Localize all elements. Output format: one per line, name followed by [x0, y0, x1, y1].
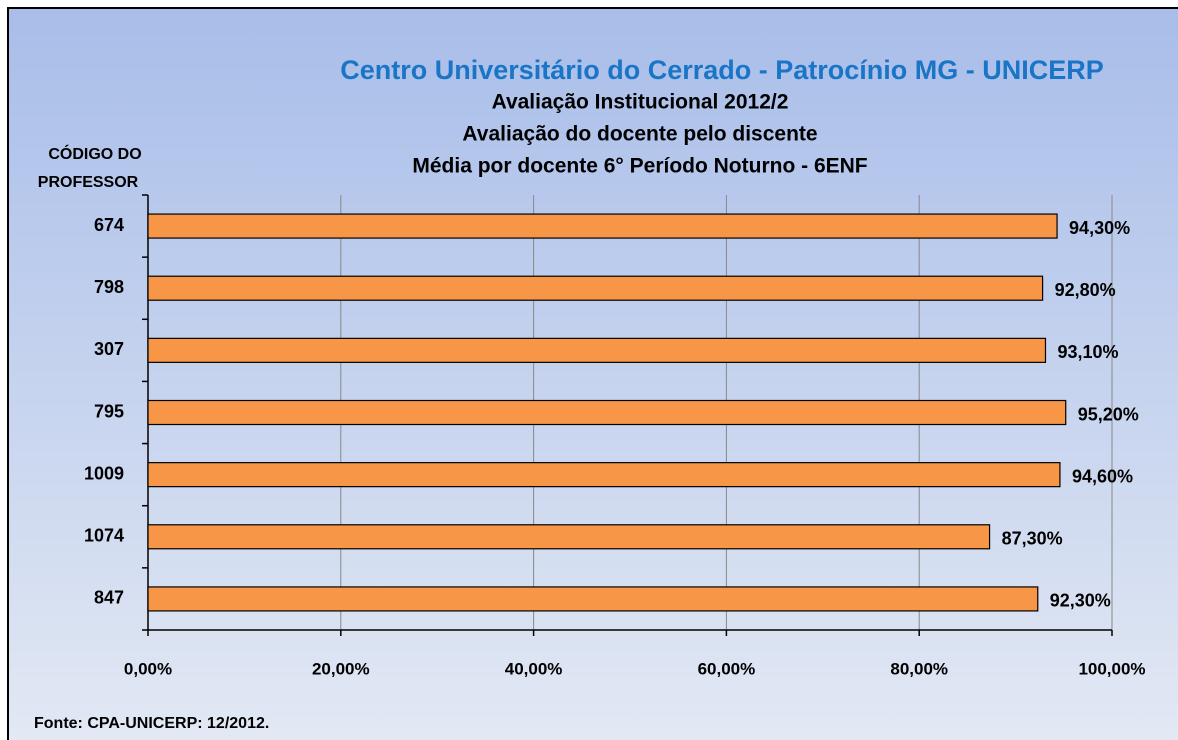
- x-tick-label: 80,00%: [890, 659, 948, 678]
- bar: [147, 213, 1058, 239]
- x-tick-label: 0,00%: [124, 659, 172, 678]
- y-tick-label: 795: [94, 401, 124, 421]
- value-label: 93,10%: [1057, 342, 1118, 362]
- x-tick-label: 20,00%: [312, 659, 370, 678]
- bar: [147, 586, 1039, 612]
- chart-title: Centro Universitário do Cerrado - Patroc…: [340, 55, 1104, 85]
- subtitle: Média por docente 6° Período Noturno - 6…: [412, 155, 867, 178]
- subtitle: Avaliação Institucional 2012/2: [492, 91, 789, 114]
- bar: [147, 462, 1061, 488]
- y-axis-label: CÓDIGO DO: [48, 144, 141, 163]
- bar: [147, 337, 1047, 363]
- y-tick-label: 1009: [84, 463, 124, 483]
- value-label: 94,60%: [1072, 466, 1133, 486]
- x-tick-label: 100,00%: [1078, 659, 1145, 678]
- value-label: 94,30%: [1069, 218, 1130, 238]
- y-tick-label: 798: [94, 277, 124, 297]
- x-tick-label: 60,00%: [698, 659, 756, 678]
- x-tick-label: 40,00%: [505, 659, 563, 678]
- background: [7, 7, 1178, 740]
- bar: [147, 524, 991, 550]
- value-label: 92,80%: [1055, 280, 1116, 300]
- source: Fonte: CPA-UNICERP: 12/2012.: [34, 715, 269, 732]
- y-tick-label: 1074: [84, 526, 124, 546]
- value-label: 95,20%: [1078, 404, 1139, 424]
- subtitle: Avaliação do docente pelo discente: [462, 123, 817, 146]
- value-label: 92,30%: [1050, 591, 1111, 611]
- y-tick-label: 847: [94, 588, 124, 608]
- y-tick-label: 674: [94, 215, 124, 235]
- y-axis-label: PROFESSOR: [38, 174, 139, 191]
- value-label: 87,30%: [1002, 529, 1063, 549]
- y-tick-label: 307: [94, 339, 124, 359]
- bar: [147, 399, 1067, 426]
- bar: [147, 275, 1044, 301]
